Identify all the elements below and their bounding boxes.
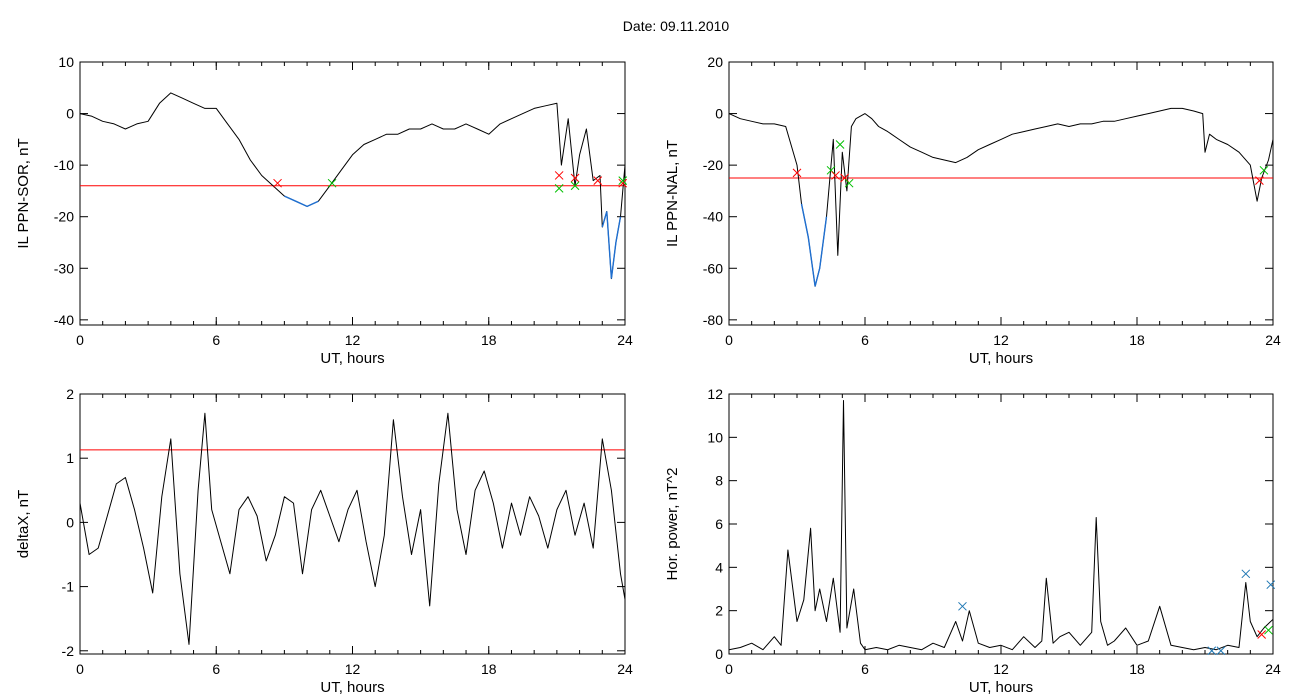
x-tick-label: 18 [1129, 661, 1145, 677]
plot-frame [728, 393, 1274, 655]
cross-marker [570, 181, 580, 191]
y-tick-label: 0 [66, 514, 74, 530]
cross-marker [1257, 630, 1267, 639]
cross-marker [327, 178, 337, 188]
x-tick-label: 18 [481, 332, 497, 348]
y-tick-label: -80 [703, 312, 723, 328]
x-tick-label: 12 [993, 332, 1009, 348]
cross-marker [1255, 176, 1264, 185]
y-tick-label: -40 [54, 312, 74, 328]
series-line [728, 107, 1274, 287]
below-threshold-segment [802, 201, 1258, 286]
chart-panel-2: 0 6 12 18 24 -80 -60 -40 -20 0 20 UT, hours IL PPN-N… [664, 54, 1281, 367]
y-tick-label: -30 [54, 260, 74, 276]
y-tick-label: 10 [707, 429, 723, 445]
x-tick-label: 12 [345, 332, 361, 348]
y-axis-title: IL PPN-SOR, nT [15, 138, 32, 248]
cross-marker [1216, 646, 1226, 656]
cross-marker [273, 178, 282, 188]
cross-marker [792, 168, 802, 178]
cross-marker [835, 140, 845, 149]
y-tick-label: 2 [715, 603, 723, 619]
x-tick-label: 0 [76, 332, 84, 348]
x-axis-title: UT, hours [969, 679, 1033, 696]
y-axis-title: deltaX, nT [15, 490, 32, 558]
cross-marker [831, 171, 840, 180]
y-axis-title: Hor. power, nT^2 [664, 468, 681, 581]
x-tick-label: 0 [76, 661, 84, 677]
y-tick-label: 12 [707, 386, 723, 402]
cross-marker [554, 171, 564, 180]
y-tick-label: 2 [66, 386, 74, 402]
plot-frame [79, 393, 626, 655]
cross-marker [1207, 646, 1217, 656]
y-tick-label: -2 [62, 643, 75, 659]
x-tick-label: 24 [617, 661, 633, 677]
x-axis-title: UT, hours [320, 350, 384, 367]
x-tick-label: 24 [1265, 661, 1281, 677]
y-tick-label: 0 [715, 646, 723, 662]
x-tick-label: 6 [212, 332, 220, 348]
x-tick-label: 6 [861, 661, 869, 677]
cross-marker [1266, 580, 1276, 590]
y-tick-label: 1 [66, 450, 74, 466]
y-tick-label: 8 [715, 473, 723, 489]
x-tick-label: 0 [725, 661, 733, 677]
x-tick-label: 12 [993, 661, 1009, 677]
cross-marker [618, 178, 628, 188]
x-tick-label: 0 [725, 332, 733, 348]
x-axis-title: UT, hours [969, 350, 1033, 367]
y-tick-label: -1 [62, 579, 75, 595]
plot-frame [728, 61, 1274, 326]
chart-panel-1: 0 6 12 18 24 -40 -30 -20 -10 0 10 UT, hours IL PPN-S… [15, 54, 633, 367]
below-threshold-segment [284, 195, 622, 279]
y-tick-label: -60 [703, 260, 723, 276]
cross-marker [958, 601, 967, 611]
x-tick-label: 18 [1129, 332, 1145, 348]
cross-marker [1241, 569, 1251, 579]
series-line [79, 92, 626, 280]
x-tick-label: 18 [481, 661, 497, 677]
y-tick-label: 0 [66, 106, 74, 122]
x-tick-label: 12 [345, 661, 361, 677]
y-tick-label: 4 [715, 559, 723, 575]
cross-marker [570, 173, 580, 183]
cross-marker [593, 176, 603, 185]
cross-marker [1264, 625, 1273, 635]
x-axis-title: UT, hours [320, 679, 384, 696]
series-line [728, 400, 1274, 651]
y-tick-label: -20 [54, 209, 74, 225]
cross-marker [1259, 165, 1269, 175]
cross-marker [618, 176, 628, 185]
y-tick-label: 10 [58, 54, 74, 70]
x-tick-label: 24 [1265, 332, 1281, 348]
y-tick-label: -20 [703, 157, 723, 173]
y-axis-title: IL PPN-NAL, nT [664, 140, 681, 247]
x-tick-label: 6 [212, 661, 220, 677]
y-tick-label: 0 [715, 106, 723, 122]
y-tick-label: -10 [54, 157, 74, 173]
x-tick-label: 24 [617, 332, 633, 348]
y-tick-label: -40 [703, 209, 723, 225]
y-tick-label: 20 [707, 54, 723, 70]
page-title: Date: 09.11.2010 [622, 18, 730, 34]
cross-marker [844, 178, 854, 188]
series-line [79, 412, 626, 645]
x-tick-label: 6 [861, 332, 869, 348]
cross-marker [554, 183, 564, 193]
y-tick-label: 6 [715, 516, 723, 532]
